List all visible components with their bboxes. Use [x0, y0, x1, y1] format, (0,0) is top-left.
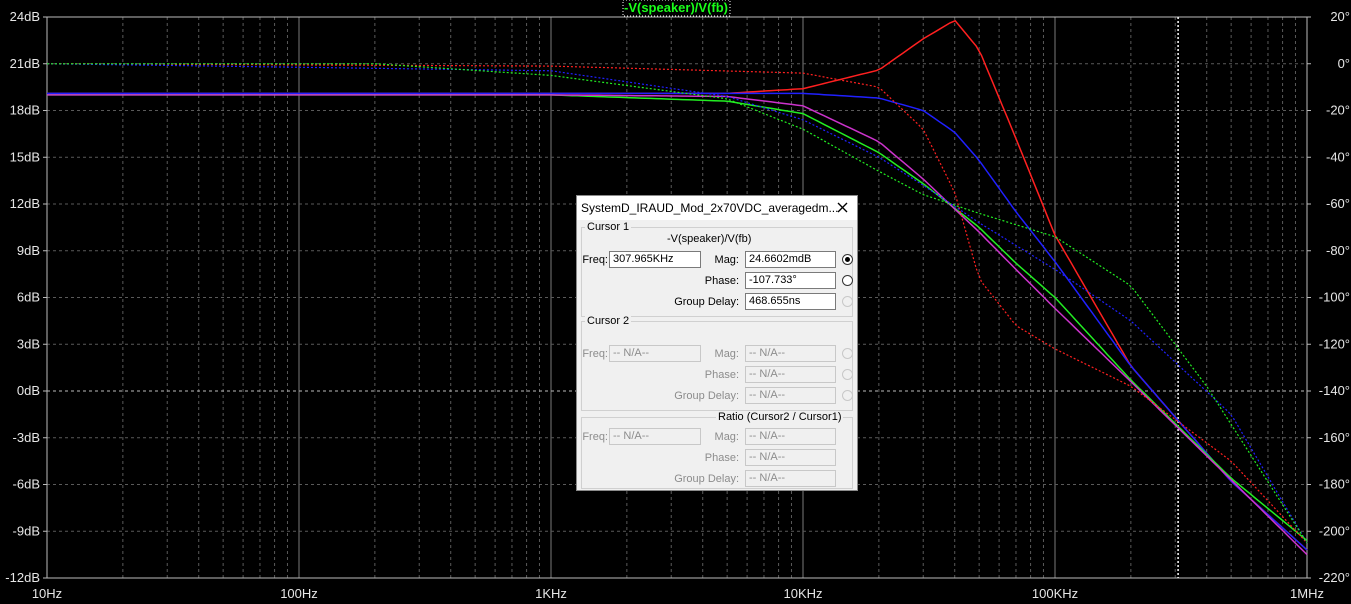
series-line-6 [47, 63, 1308, 544]
axis-ticks: 24dB 21dB 18dB 15dB 12dB 9dB 6dB 3dB 0dB -3dB -6dB… [5, 9, 1350, 601]
y-left-tick-label: -9dB [13, 523, 40, 538]
y-right-tick-label: -60° [1326, 196, 1350, 211]
cursor1-mag-label: Mag: [714, 254, 739, 266]
cursor2-phase-label: Phase: [704, 369, 739, 381]
y-right-tick-label: 0° [1338, 56, 1350, 71]
y-right-tick-label: -120° [1319, 336, 1350, 351]
series-line-5 [47, 63, 1308, 544]
y-right-tick-label: -220° [1319, 570, 1350, 585]
cursor1-phase-radio[interactable] [842, 275, 853, 286]
cursor2-freq-field[interactable]: -- N/A-- [609, 345, 701, 362]
cursor2-mag-field[interactable]: -- N/A-- [745, 345, 836, 362]
x-tick-label: 1KHz [535, 586, 567, 601]
y-left-tick-label: 6dB [17, 290, 40, 305]
cursor1-mag-field[interactable]: 24.6602mdB [745, 251, 836, 268]
series-line-7 [47, 63, 1308, 544]
y-right-tick-label: -160° [1319, 430, 1350, 445]
series-line-2 [47, 92, 1308, 551]
cursor2-gd-radio[interactable] [842, 390, 853, 401]
cursor1-freq-label: Freq: [582, 254, 608, 266]
cursor1-mag-radio[interactable] [842, 254, 853, 265]
cursor2-gd-label: Group Delay: [674, 390, 739, 402]
dialog-title: SystemD_IRAUD_Mod_2x70VDC_averagedm... [581, 201, 839, 215]
y-left-tick-label: 3dB [17, 336, 40, 351]
y-left-tick-label: 18dB [10, 103, 40, 118]
cursor1-phase-field[interactable]: -107.733° [745, 272, 836, 289]
cursor1-gd-field[interactable]: 468.655ns [745, 293, 836, 310]
cursor2-phase-field[interactable]: -- N/A-- [745, 366, 836, 383]
y-right-tick-label: -20° [1326, 103, 1350, 118]
y-left-tick-label: 12dB [10, 196, 40, 211]
x-tick-label: 1MHz [1290, 586, 1324, 601]
y-left-tick-label: 0dB [17, 383, 40, 398]
cursor2-gd-field[interactable]: -- N/A-- [745, 387, 836, 404]
cursor1-label: Cursor 1 [585, 221, 632, 233]
ratio-gd-label: Group Delay: [674, 473, 739, 485]
y-right-tick-label: -40° [1326, 149, 1350, 164]
y-left-tick-label: -3dB [13, 430, 40, 445]
cursor2-mag-label: Mag: [714, 348, 739, 360]
y-left-tick-label: -12dB [5, 570, 40, 585]
cursor2-freq-label: Freq: [582, 348, 608, 360]
x-tick-label: 10KHz [783, 586, 822, 601]
x-tick-label: 100KHz [1032, 586, 1078, 601]
cursor1-phase-label: Phase: [704, 275, 739, 287]
series-line-4 [47, 94, 1308, 556]
cursor2-group [581, 321, 853, 411]
close-icon[interactable] [834, 199, 851, 216]
y-left-tick-label: 21dB [10, 56, 40, 71]
cursor-dialog[interactable]: SystemD_IRAUD_Mod_2x70VDC_averagedm... C… [576, 195, 858, 491]
cursor2-label: Cursor 2 [585, 315, 632, 327]
cursor2-mag-radio[interactable] [842, 348, 853, 359]
y-right-tick-label: -140° [1319, 383, 1350, 398]
y-left-tick-label: -6dB [13, 477, 40, 492]
ratio-mag-label: Mag: [714, 431, 739, 443]
ratio-phase-field[interactable]: -- N/A-- [745, 449, 836, 466]
cursor1-gd-label: Group Delay: [674, 296, 739, 308]
y-left-tick-label: 15dB [10, 149, 40, 164]
cursor2-phase-radio[interactable] [842, 369, 853, 380]
cursor1-trace: -V(speaker)/V(fb) [667, 233, 752, 245]
y-right-tick-label: -200° [1319, 523, 1350, 538]
y-left-tick-label: 9dB [17, 243, 40, 258]
ratio-freq-label: Freq: [582, 431, 608, 443]
y-right-tick-label: -80° [1326, 243, 1350, 258]
y-right-tick-label: -100° [1319, 290, 1350, 305]
x-tick-label: 100Hz [280, 586, 318, 601]
trace-title-box [622, 0, 731, 17]
ratio-gd-field[interactable]: -- N/A-- [745, 470, 836, 487]
y-right-tick-label: 20° [1330, 9, 1350, 24]
cursor1-freq-field[interactable]: 307.965KHz [609, 251, 701, 268]
cursor1-group [581, 227, 853, 317]
ratio-mag-field[interactable]: -- N/A-- [745, 428, 836, 445]
x-tick-label: 10Hz [32, 586, 62, 601]
y-right-tick-label: -180° [1319, 477, 1350, 492]
cursor1-gd-radio[interactable] [842, 296, 853, 307]
ratio-phase-label: Phase: [704, 452, 739, 464]
ratio-label: Ratio (Cursor2 / Cursor1) [716, 411, 844, 423]
y-left-tick-label: 24dB [10, 9, 40, 24]
trace-title[interactable]: -V(speaker)/V(fb) [624, 0, 728, 15]
ratio-freq-field[interactable]: -- N/A-- [609, 428, 701, 445]
plot-traces [47, 19, 1308, 556]
dialog-titlebar[interactable]: SystemD_IRAUD_Mod_2x70VDC_averagedm... [577, 196, 857, 220]
